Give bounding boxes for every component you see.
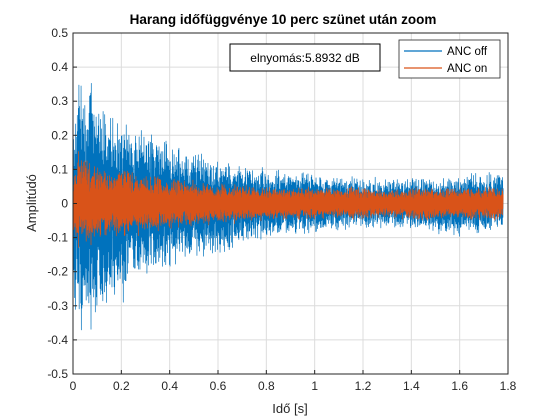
legend-box [398, 39, 501, 79]
axis-ticks [72, 32, 509, 375]
annotation-box: elnyomás:5.8932 dB [229, 43, 381, 72]
chart-title: Harang időfüggvénye 10 perc szünet után … [130, 12, 437, 27]
x-tick-label: 0.8 [258, 379, 275, 393]
y-tick-label: 0.5 [51, 26, 68, 40]
x-tick-label: 1 [311, 379, 318, 393]
y-tick-label: -0.2 [47, 265, 68, 279]
legend: ANC off ANC on [398, 39, 501, 79]
x-tick-label: 0.2 [113, 379, 130, 393]
x-tick-label: 0 [70, 379, 77, 393]
x-tick-label: 1.8 [500, 379, 517, 393]
y-tick-label: 0.3 [51, 94, 68, 108]
x-tick-label: 0.4 [161, 379, 178, 393]
y-tick-label: -0.4 [47, 333, 68, 347]
series-layer [72, 83, 504, 331]
y-tick-label: 0 [61, 197, 68, 211]
y-axis-label: Amplitúdó [24, 174, 39, 232]
y-tick-label: -0.1 [47, 231, 68, 245]
y-tick-label: 0.1 [51, 162, 68, 176]
legend-label-anc-on: ANC on [447, 63, 487, 75]
x-tick-label: 0.6 [210, 379, 227, 393]
x-tick-label: 1.6 [451, 379, 468, 393]
y-tick-label: 0.4 [51, 60, 68, 74]
x-tick-label: 1.2 [355, 379, 372, 393]
series-line-anc-on [72, 151, 504, 248]
legend-label-anc-off: ANC off [447, 46, 488, 58]
y-tick-labels: -0.5 -0.4 -0.3 -0.2 -0.1 0 0.1 0.2 0.3 0.4 0.5 [47, 26, 68, 381]
y-tick-label: -0.3 [47, 299, 68, 313]
x-tick-labels: 0 0.2 0.4 0.6 0.8 1 1.2 1.4 1.6 1.8 [70, 379, 517, 393]
x-axis-label: Idő [s] [272, 401, 307, 416]
y-tick-label: -0.5 [47, 367, 68, 381]
x-tick-label: 1.4 [403, 379, 420, 393]
suppression-annotation: elnyomás:5.8932 dB [250, 51, 359, 65]
y-tick-label: 0.2 [51, 128, 68, 142]
